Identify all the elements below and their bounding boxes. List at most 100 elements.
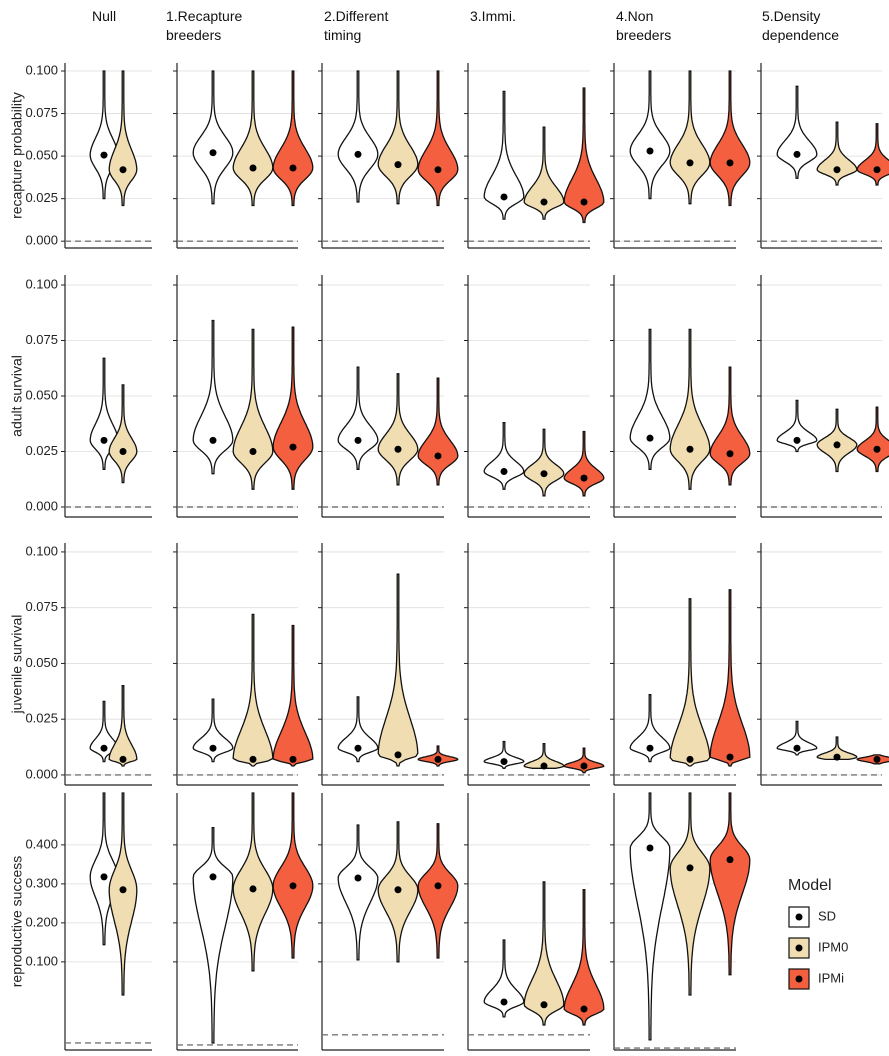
violin	[483, 421, 525, 490]
median-point	[686, 864, 694, 872]
violin	[563, 87, 605, 224]
median-point	[434, 882, 442, 890]
median-point	[540, 470, 548, 478]
column-title: 5.Density dependence	[762, 8, 840, 43]
median-point	[580, 198, 588, 206]
median-point	[500, 998, 508, 1006]
median-point	[540, 762, 548, 770]
violin	[377, 70, 419, 205]
median-point	[434, 166, 442, 174]
violin	[377, 573, 419, 767]
median-point	[100, 151, 108, 159]
violin	[816, 121, 858, 186]
y-tick-label: 0.100	[25, 543, 58, 558]
violin	[272, 70, 314, 207]
violin	[417, 823, 459, 959]
violin	[629, 70, 671, 200]
median-point	[394, 445, 402, 453]
violin	[483, 740, 525, 769]
median-point	[646, 844, 654, 852]
median-point	[289, 164, 297, 172]
median-point	[289, 882, 297, 890]
median-point	[100, 873, 108, 881]
y-axis-label: adult survival	[9, 355, 25, 437]
median-point	[394, 161, 402, 169]
median-point	[540, 1001, 548, 1009]
violin	[232, 328, 274, 490]
median-point	[394, 751, 402, 759]
y-tick-label: 0.400	[25, 836, 58, 851]
median-point	[354, 874, 362, 882]
y-tick-label: 0.200	[25, 914, 58, 929]
column-title: 2.Different timing	[324, 8, 389, 43]
median-point	[434, 452, 442, 460]
median-point	[726, 753, 734, 761]
violin	[89, 792, 119, 946]
y-tick-label: 0.300	[25, 875, 58, 890]
violin	[709, 792, 751, 976]
median-point	[434, 755, 442, 763]
y-tick-label: 0.100	[25, 276, 58, 291]
median-point	[873, 755, 881, 763]
violin	[523, 743, 565, 769]
violin	[629, 328, 671, 470]
violin	[709, 70, 751, 207]
violin	[272, 326, 314, 490]
violin	[337, 366, 379, 470]
median-point	[249, 755, 257, 763]
violin	[523, 881, 565, 1026]
violin	[629, 694, 671, 763]
violin	[856, 123, 889, 186]
violin	[563, 747, 605, 774]
violin	[337, 696, 379, 763]
median-point	[100, 436, 108, 444]
violin	[483, 90, 525, 220]
median-point	[726, 159, 734, 167]
median-point	[249, 448, 257, 456]
median-point	[580, 474, 588, 482]
median-point	[580, 762, 588, 770]
violin	[669, 328, 711, 490]
violin	[192, 698, 234, 763]
median-point	[793, 744, 801, 752]
legend-label: IPM0	[818, 939, 848, 954]
legend-dot	[795, 975, 803, 983]
legend-dot	[795, 913, 803, 921]
column-title: Null	[92, 8, 117, 24]
median-point	[209, 873, 217, 881]
y-tick-label: 0.000	[25, 498, 58, 513]
column-title: 1.Recapture breeders	[166, 8, 243, 43]
y-tick-label: 0.025	[25, 443, 58, 458]
median-point	[833, 166, 841, 174]
median-point	[249, 164, 257, 172]
violin	[816, 736, 858, 761]
median-point	[793, 436, 801, 444]
violin	[669, 792, 711, 996]
median-point	[873, 445, 881, 453]
violin	[563, 430, 605, 497]
y-tick-label: 0.100	[25, 953, 58, 968]
violin	[709, 366, 751, 486]
median-point	[500, 758, 508, 766]
legend-dot	[795, 944, 803, 952]
y-tick-label: 0.000	[25, 766, 58, 781]
median-point	[354, 436, 362, 444]
median-point	[833, 441, 841, 449]
violin	[232, 70, 274, 207]
median-point	[646, 744, 654, 752]
violin	[272, 624, 314, 767]
y-tick-label: 0.050	[25, 655, 58, 670]
legend-label: IPMi	[818, 970, 844, 985]
violin	[108, 685, 138, 767]
y-tick-label: 0.075	[25, 105, 58, 120]
violin	[89, 357, 119, 470]
median-point	[249, 885, 257, 893]
violin	[89, 700, 119, 763]
median-point	[686, 445, 694, 453]
y-tick-label: 0.025	[25, 190, 58, 205]
column-title: 3.Immi.	[470, 8, 516, 24]
median-point	[394, 886, 402, 894]
violin	[776, 720, 818, 756]
